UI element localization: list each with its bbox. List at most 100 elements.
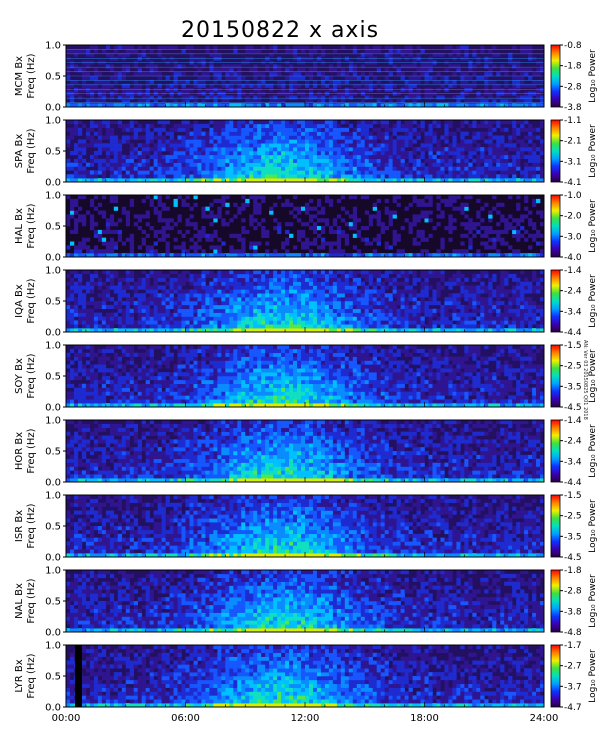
y-label-unit: Freq (Hz) — [26, 278, 37, 323]
colorbar-label: Log₁₀ Power — [588, 349, 598, 403]
colorbar-tick-label: -2.4 — [564, 437, 582, 447]
colorbar-tick-label: -3.4 — [564, 307, 582, 317]
y-tick-label: 0.5 — [45, 72, 61, 83]
y-tick-label: 0.5 — [45, 672, 61, 683]
y-tick-label: 0.0 — [45, 553, 61, 564]
colorbar-soy — [551, 345, 560, 407]
y-tick-label: 1.0 — [45, 41, 61, 52]
y-tick-label: 0.0 — [45, 103, 61, 114]
colorbar-tick-label: -3.5 — [564, 382, 582, 392]
y-label-station: SOY Bx — [14, 358, 25, 394]
colorbar-tick-label: -2.1 — [564, 137, 582, 147]
y-tick-label: 0.5 — [45, 297, 61, 308]
colorbar-label: Log₁₀ Power — [588, 124, 598, 178]
colorbar-label: Log₁₀ Power — [588, 274, 598, 328]
colorbar-tick-label: -3.0 — [564, 232, 582, 242]
y-tick-label: 1.0 — [45, 266, 61, 277]
y-tick-label: 0.5 — [45, 147, 61, 158]
heatmap-mcm — [66, 45, 544, 107]
y-label-station: ISR Bx — [14, 510, 25, 542]
colorbar-tick-label: -2.7 — [564, 662, 582, 672]
colorbar-tick-label: -1.8 — [564, 566, 582, 576]
colorbar-tick-label: -1.8 — [564, 62, 582, 72]
heatmap-lyr — [66, 645, 544, 707]
colorbar-hor — [551, 420, 560, 482]
heatmap-spa — [66, 120, 544, 182]
y-tick-label: 0.0 — [45, 628, 61, 639]
y-tick-label: 1.0 — [45, 491, 61, 502]
y-label-unit: Freq (Hz) — [26, 503, 37, 548]
colorbar-tick-label: -4.5 — [564, 553, 582, 563]
colorbar-isr — [551, 495, 560, 557]
y-tick-label: 1.0 — [45, 191, 61, 202]
x-tick-label: 00:00 — [52, 713, 81, 724]
y-tick-label: 0.0 — [45, 403, 61, 414]
colorbar-tick-label: -1.5 — [564, 341, 582, 351]
colorbar-hal — [551, 195, 560, 257]
colorbar-tick-label: -2.5 — [564, 512, 582, 522]
colorbar-tick-label: -2.4 — [564, 287, 582, 297]
colorbar-lyr — [551, 645, 560, 707]
y-tick-label: 1.0 — [45, 116, 61, 127]
y-label-unit: Freq (Hz) — [26, 203, 37, 248]
colorbar-tick-label: -4.4 — [564, 478, 582, 488]
colorbar-tick-label: -4.1 — [564, 178, 582, 188]
colorbar-label: Log₁₀ Power — [588, 574, 598, 628]
y-label-station: NAL Bx — [14, 583, 25, 619]
colorbar-tick-label: -3.8 — [564, 103, 582, 113]
colorbar-tick-label: -3.7 — [564, 682, 582, 692]
y-label-unit: Freq (Hz) — [26, 578, 37, 623]
y-tick-label: 1.0 — [45, 341, 61, 352]
colorbar-tick-label: -2.8 — [564, 82, 582, 92]
y-tick-label: 1.0 — [45, 641, 61, 652]
colorbar-tick-label: -4.8 — [564, 628, 582, 638]
heatmap-iqa — [66, 270, 544, 332]
colorbar-spa — [551, 120, 560, 182]
colorbar-label: Log₁₀ Power — [588, 199, 598, 253]
heatmap-isr — [66, 495, 544, 557]
y-label-station: HAL Bx — [14, 208, 25, 244]
colorbar-tick-label: -4.7 — [564, 703, 582, 713]
y-label-station: MCM Bx — [14, 56, 25, 96]
heatmap-hor — [66, 420, 544, 482]
colorbar-tick-label: -1.0 — [564, 191, 582, 201]
y-tick-label: 1.0 — [45, 416, 61, 427]
heatmap-nal — [66, 570, 544, 632]
colorbar-label: Log₁₀ Power — [588, 424, 598, 478]
y-label-station: LYR Bx — [14, 659, 25, 692]
colorbar-tick-label: -3.1 — [564, 157, 582, 167]
y-tick-label: 0.5 — [45, 597, 61, 608]
y-tick-label: 0.5 — [45, 522, 61, 533]
y-label-unit: Freq (Hz) — [26, 128, 37, 173]
colorbar-tick-label: -3.8 — [564, 607, 582, 617]
y-label-station: HOR Bx — [14, 432, 25, 470]
colorbar-tick-label: -2.5 — [564, 362, 582, 372]
y-tick-label: 0.0 — [45, 253, 61, 264]
y-tick-label: 0.0 — [45, 703, 61, 714]
y-tick-label: 0.5 — [45, 372, 61, 383]
colorbar-tick-label: -1.4 — [564, 416, 582, 426]
x-tick-label: 24:00 — [530, 713, 559, 724]
colorbar-tick-label: -3.4 — [564, 457, 582, 467]
colorbar-tick-label: -4.4 — [564, 328, 582, 338]
colorbar-label: Log₁₀ Power — [588, 49, 598, 103]
colorbar-mcm — [551, 45, 560, 107]
colorbar-tick-label: -2.0 — [564, 212, 582, 222]
heatmap-soy — [66, 345, 544, 407]
y-label-unit: Freq (Hz) — [26, 653, 37, 698]
colorbar-nal — [551, 570, 560, 632]
colorbar-tick-label: -4.0 — [564, 253, 582, 263]
colorbar-tick-label: -1.1 — [564, 116, 582, 126]
y-tick-label: 0.0 — [45, 478, 61, 489]
colorbar-tick-label: -3.5 — [564, 532, 582, 542]
y-tick-label: 0.0 — [45, 328, 61, 339]
y-label-unit: Freq (Hz) — [26, 428, 37, 473]
